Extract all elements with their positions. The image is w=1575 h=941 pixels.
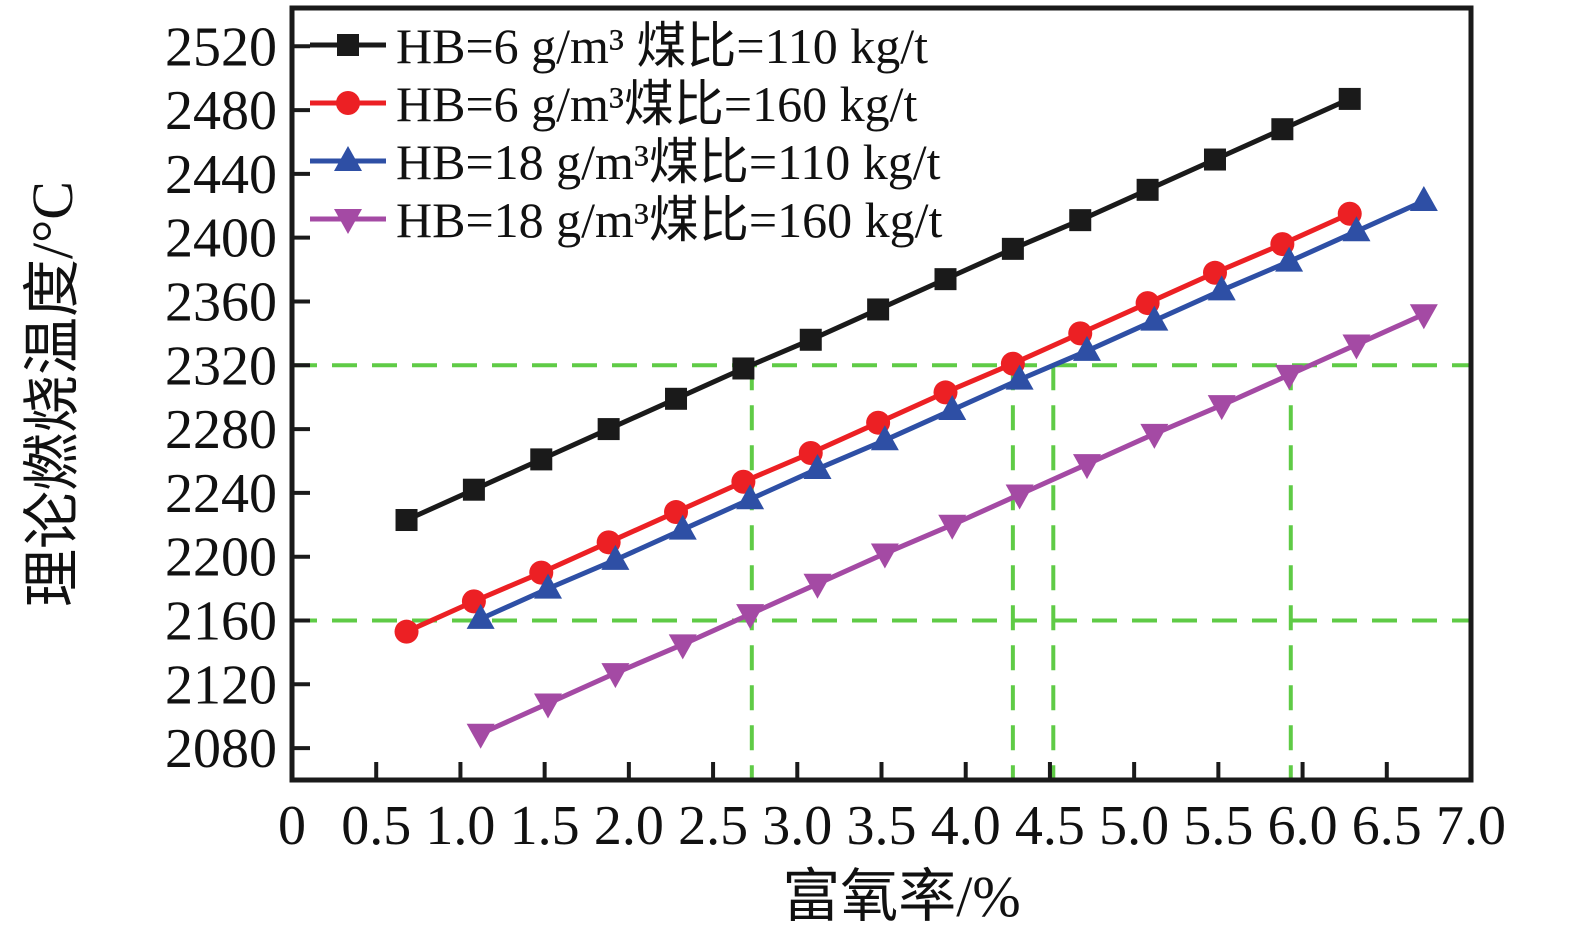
x-tick-label: 5.0 [1099, 795, 1169, 857]
data-point-series-0 [530, 448, 553, 471]
x-tick-label: 2.0 [594, 795, 664, 857]
legend-label-0: HB=6 g/m³ 煤比=110 kg/t [396, 18, 928, 74]
data-point-series-2 [1409, 186, 1438, 211]
data-point-series-3 [1072, 454, 1101, 480]
data-point-series-0 [665, 387, 688, 410]
y-tick-label: 2240 [165, 463, 277, 525]
data-point-series-3 [1275, 364, 1304, 390]
data-point-series-3 [1005, 484, 1034, 510]
data-point-series-2 [870, 425, 899, 451]
x-tick-label: 0 [278, 795, 306, 857]
data-point-series-3 [601, 663, 630, 689]
x-tick-label: 5.5 [1183, 795, 1253, 857]
data-point-series-0 [732, 357, 755, 380]
data-point-series-2 [1275, 246, 1304, 272]
data-point-series-2 [601, 544, 630, 570]
data-point-series-3 [1409, 304, 1438, 330]
data-point-series-0 [1136, 178, 1159, 201]
y-tick-label: 2160 [165, 590, 277, 652]
y-axis-title: 理论燃烧温度/°C [20, 181, 85, 607]
data-point-series-3 [803, 573, 832, 599]
y-tick-label: 2320 [165, 335, 277, 397]
data-point-series-0 [1203, 148, 1226, 171]
data-point-series-0 [1271, 118, 1294, 141]
legend-marker-circle-icon [336, 91, 360, 115]
data-point-series-1 [394, 619, 419, 644]
x-tick-label: 2.5 [678, 795, 748, 857]
data-point-series-2 [1005, 364, 1034, 390]
x-tick-label: 3.0 [762, 795, 832, 857]
data-point-series-2 [1342, 216, 1371, 242]
data-point-series-3 [466, 723, 495, 749]
legend-marker-triangle-up-icon [334, 146, 362, 171]
y-tick-label: 2440 [165, 144, 277, 206]
legend-marker-triangle-down-icon [334, 209, 362, 234]
data-point-series-0 [799, 328, 822, 351]
legend-label-3: HB=18 g/m³煤比=160 kg/t [396, 192, 943, 248]
data-point-series-2 [938, 394, 967, 420]
data-point-series-2 [466, 603, 495, 629]
legend-label-1: HB=6 g/m³煤比=160 kg/t [396, 76, 918, 132]
data-point-series-2 [1207, 275, 1236, 301]
x-tick-label: 1.0 [425, 795, 495, 857]
data-point-series-0 [1069, 209, 1092, 232]
legend-label-2: HB=18 g/m³煤比=110 kg/t [396, 134, 941, 190]
x-tick-label: 6.5 [1352, 795, 1422, 857]
data-point-series-2 [1140, 305, 1169, 331]
data-point-series-0 [395, 509, 418, 532]
data-point-series-2 [803, 453, 832, 479]
x-tick-label: 4.0 [931, 795, 1001, 857]
x-tick-label: 4.5 [1015, 795, 1085, 857]
y-tick-label: 2400 [165, 208, 277, 270]
x-tick-label: 6.0 [1268, 795, 1338, 857]
y-tick-label: 2280 [165, 399, 277, 461]
data-point-series-0 [597, 418, 620, 441]
y-tick-label: 2480 [165, 80, 277, 142]
data-point-series-3 [736, 604, 765, 630]
data-point-series-3 [1342, 334, 1371, 360]
x-tick-label: 3.5 [847, 795, 917, 857]
data-point-series-3 [1207, 395, 1236, 421]
y-tick-label: 2080 [165, 718, 277, 780]
x-axis-title: 富氧率/% [782, 864, 1020, 929]
legend-marker-square-icon [337, 34, 359, 56]
data-point-series-2 [668, 514, 697, 540]
x-tick-label: 1.5 [510, 795, 580, 857]
data-point-series-3 [1140, 423, 1169, 449]
x-tick-label: 7.0 [1436, 795, 1506, 857]
y-tick-label: 2520 [165, 16, 277, 78]
data-point-series-3 [938, 514, 967, 540]
data-point-series-2 [736, 484, 765, 510]
data-point-series-3 [870, 543, 899, 569]
x-tick-label: 0.5 [341, 795, 411, 857]
data-point-series-3 [534, 693, 563, 719]
data-point-series-0 [462, 478, 485, 501]
data-point-series-0 [934, 268, 957, 291]
y-tick-label: 2200 [165, 527, 277, 589]
data-point-series-0 [867, 298, 890, 321]
y-tick-label: 2360 [165, 271, 277, 333]
data-point-series-0 [1001, 237, 1024, 260]
data-point-series-2 [1072, 335, 1101, 361]
data-point-series-2 [534, 573, 563, 599]
y-tick-label: 2120 [165, 654, 277, 716]
data-point-series-3 [668, 634, 697, 660]
data-point-series-0 [1338, 87, 1361, 110]
